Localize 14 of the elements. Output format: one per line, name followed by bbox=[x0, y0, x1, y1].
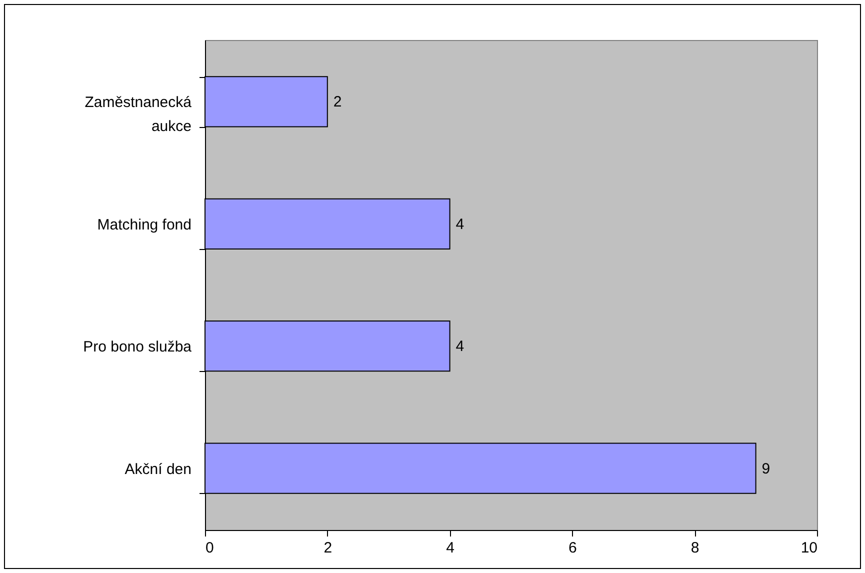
data-label: 2 bbox=[333, 94, 342, 111]
x-tick-label: 2 bbox=[324, 540, 332, 556]
x-tick-label: 0 bbox=[206, 540, 214, 556]
y-tick-label: Matching fond bbox=[97, 216, 192, 234]
y-tick-label: Akční den bbox=[124, 460, 192, 478]
data-label: 4 bbox=[456, 338, 464, 356]
x-tick-label: 4 bbox=[446, 540, 454, 556]
x-tick-label: 6 bbox=[568, 540, 577, 556]
data-label: 4 bbox=[456, 216, 464, 233]
x-tick-label: 8 bbox=[690, 540, 700, 556]
data-label: 9 bbox=[762, 460, 770, 478]
x-tick-label: 10 bbox=[800, 540, 818, 556]
y-tick-label: Zaměstnanecká aukce bbox=[84, 94, 192, 136]
y-tick-label: Pro bono služba bbox=[83, 338, 192, 356]
